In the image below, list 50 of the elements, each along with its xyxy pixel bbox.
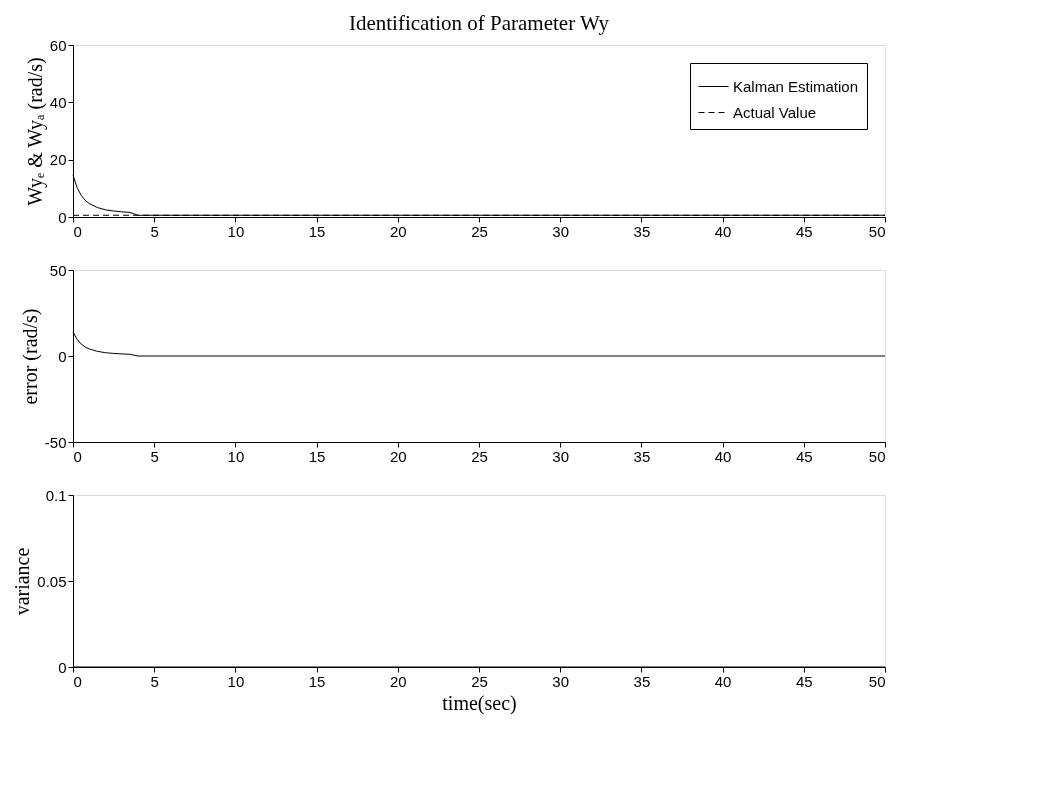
x-tick-label: 25 [471,222,488,240]
x-tick-label: 25 [471,672,488,690]
y-tick-label: 0 [58,347,67,365]
x-tick-label: 5 [150,672,159,690]
x-tick-label: 35 [633,447,651,465]
y-tick-label: 0 [58,658,67,676]
x-tick-label: 15 [308,222,326,240]
x-axis-title: time(sec) [442,691,517,715]
x-tick-label: 45 [795,672,813,690]
x-tick-label: 10 [227,672,245,690]
y-tick-label: -50 [44,433,67,451]
x-tick-label: 35 [633,222,651,240]
x-tick-label: 50 [868,447,886,465]
y-tick-label: 0 [58,208,67,226]
x-tick-label: 45 [795,447,813,465]
chart-title: Identification of Parameter Wy [348,11,610,35]
y-tick-label: 50 [49,261,67,279]
x-tick-label: 5 [150,222,159,240]
x-tick-label: 35 [633,672,651,690]
x-tick-label: 30 [552,672,570,690]
x-tick-label: 0 [73,672,82,690]
x-tick-label: 0 [73,222,82,240]
legend-label: Actual Value [733,103,817,121]
x-tick-label: 20 [389,447,407,465]
x-tick-label: 20 [389,222,407,240]
y-axis-title: Wyₑ & Wyₐ (rad/s) [23,57,47,206]
x-tick-label: 10 [227,222,245,240]
x-tick-label: 50 [868,672,886,690]
x-tick-label: 40 [714,672,732,690]
y-tick-label: 60 [49,36,67,54]
y-tick-label: 0.1 [45,486,67,504]
x-tick-label: 20 [389,672,407,690]
x-tick-label: 0 [73,447,82,465]
x-tick-label: 40 [714,447,732,465]
y-tick-label: 0.05 [37,572,67,590]
x-tick-label: 25 [471,447,488,465]
x-tick-label: 30 [552,222,570,240]
y-tick-label: 40 [49,93,67,111]
legend-label: Kalman Estimation [733,77,859,95]
x-tick-label: 15 [308,672,326,690]
x-tick-label: 30 [552,447,570,465]
y-axis-title: error (rad/s) [18,308,42,405]
x-tick-label: 50 [868,222,886,240]
y-tick-label: 20 [49,151,67,169]
x-tick-label: 40 [714,222,732,240]
x-tick-label: 10 [227,447,245,465]
y-axis-title: variance [11,547,34,616]
x-tick-label: 15 [308,447,326,465]
x-tick-label: 45 [795,222,813,240]
x-tick-label: 5 [150,447,159,465]
